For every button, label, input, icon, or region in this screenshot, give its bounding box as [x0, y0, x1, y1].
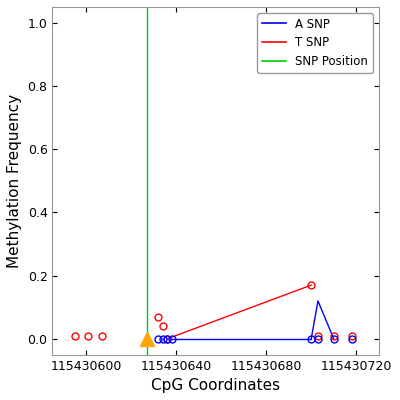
Legend: A SNP, T SNP, SNP Position: A SNP, T SNP, SNP Position: [258, 13, 373, 73]
X-axis label: CpG Coordinates: CpG Coordinates: [151, 378, 280, 393]
Y-axis label: Methylation Frequency: Methylation Frequency: [7, 94, 22, 268]
